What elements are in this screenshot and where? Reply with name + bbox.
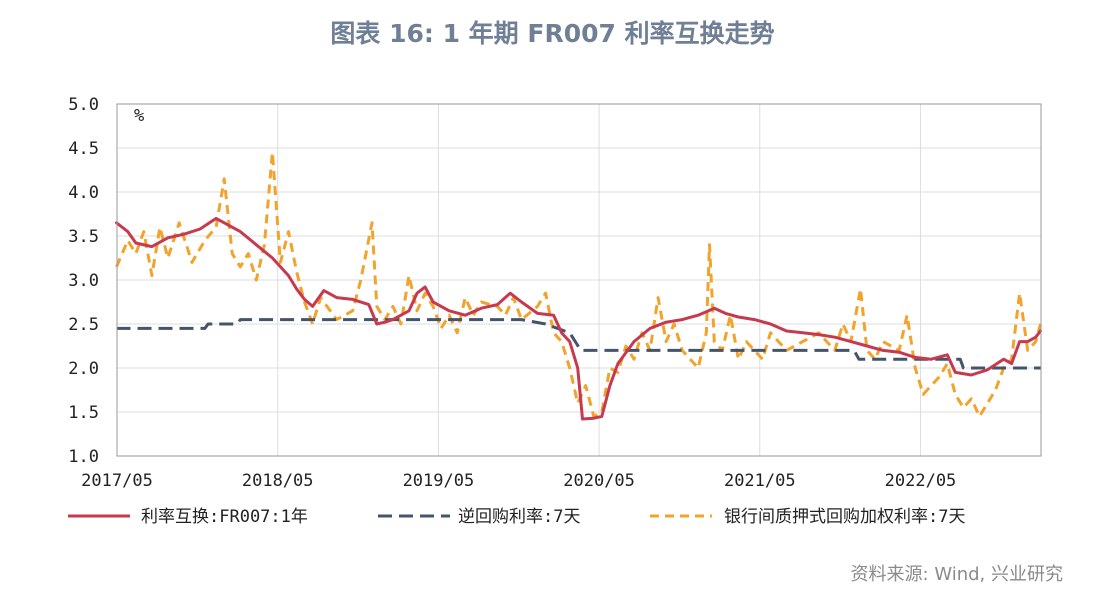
- x-tick-label: 2021/05: [724, 471, 796, 491]
- series-line-irs: [115, 216, 1042, 421]
- y-unit-label: %: [134, 106, 144, 126]
- source-note: 资料来源: Wind, 兴业研究: [850, 564, 1063, 585]
- y-tick-label: 1.5: [68, 403, 99, 423]
- series-lines: [115, 150, 1042, 421]
- legend-label-irs: 利率互换:FR007:1年: [141, 507, 308, 527]
- y-tick-label: 4.0: [68, 183, 99, 203]
- x-tick-label: 2017/05: [81, 471, 153, 491]
- x-tick-label: 2018/05: [242, 471, 314, 491]
- y-tick-label: 4.5: [68, 139, 99, 159]
- y-tick-label: 2.0: [68, 359, 99, 379]
- y-tick-label: 1.0: [68, 447, 99, 467]
- legend: 利率互换:FR007:1年 逆回购利率:7天 银行间质押式回购加权利率:7天: [68, 507, 965, 527]
- plot-frame: [116, 103, 1042, 457]
- legend-label-repo: 逆回购利率:7天: [458, 507, 580, 527]
- series-line-repo: [116, 318, 1041, 370]
- legend-label-interbank: 银行间质押式回购加权利率:7天: [724, 507, 965, 527]
- y-tick-label: 3.0: [68, 271, 99, 291]
- y-tick-label: 3.5: [68, 227, 99, 247]
- chart-title: 图表 16: 1 年期 FR007 利率互换走势: [330, 19, 775, 48]
- y-tick-label: 5.0: [68, 95, 99, 115]
- x-tick-label: 2019/05: [403, 471, 475, 491]
- x-axis-ticks: 2017/05 2018/05 2019/05 2020/05 2021/05 2022/…: [81, 471, 956, 491]
- y-axis-ticks: 5.0 4.5 4.0 3.5 3.0 2.5 2.0 1.5 1.0: [68, 95, 99, 467]
- series-line-interbank: [115, 150, 1042, 418]
- y-tick-label: 2.5: [68, 315, 99, 335]
- x-tick-label: 2022/05: [885, 471, 957, 491]
- x-tick-label: 2020/05: [563, 471, 635, 491]
